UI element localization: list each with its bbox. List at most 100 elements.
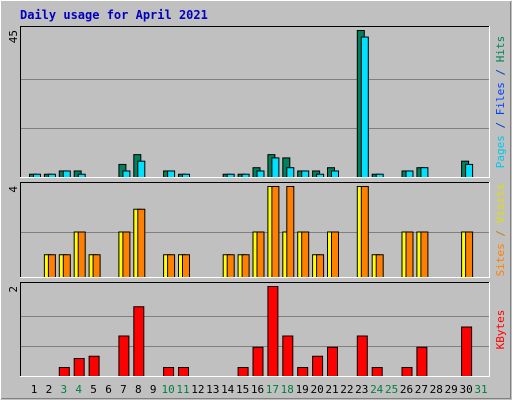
bar (256, 170, 265, 178)
x-tick-label: 5 (90, 383, 97, 396)
y-tick-label: 4 (7, 186, 20, 193)
series-label: Sites / Visits (494, 184, 507, 277)
bar (133, 306, 145, 377)
panel-border-light (20, 182, 490, 278)
x-tick-label: 10 (161, 383, 174, 396)
series-label-part: Hits (494, 36, 507, 63)
bar (122, 231, 131, 278)
bar (77, 231, 86, 278)
x-tick-label: 13 (206, 383, 219, 396)
panel-border-dark (20, 282, 490, 377)
series-label: KBytes (494, 310, 507, 350)
x-tick-label: 29 (445, 383, 458, 396)
bar (416, 346, 428, 377)
series-label-part: / (494, 223, 507, 243)
panel (20, 26, 490, 178)
series-label-part: Visits (494, 184, 507, 224)
bar (420, 231, 429, 278)
bar (92, 254, 101, 278)
bar (286, 186, 295, 278)
x-tick-label: 7 (120, 383, 127, 396)
bar (405, 170, 414, 178)
bar (420, 167, 429, 178)
bar (137, 160, 146, 179)
x-tick-label: 3 (60, 383, 67, 396)
bar (465, 231, 474, 278)
bar (316, 254, 325, 278)
x-tick-label: 17 (266, 383, 279, 396)
x-tick-label: 2 (46, 383, 53, 396)
bar (167, 254, 176, 278)
bar (286, 167, 295, 178)
bar (267, 286, 279, 377)
series-label-part: Sites (494, 243, 507, 276)
x-tick-label: 6 (105, 383, 112, 396)
x-tick-label: 25 (385, 383, 398, 396)
bar (226, 254, 235, 278)
bar (47, 254, 56, 278)
bar (182, 254, 190, 278)
chart-title: Daily usage for April 2021 (20, 8, 208, 22)
bar (327, 346, 338, 377)
x-tick-label: 16 (251, 383, 264, 396)
bar (241, 254, 250, 278)
x-tick-label: 18 (281, 383, 294, 396)
series-label-part: Pages (494, 135, 507, 168)
bar (88, 355, 100, 377)
x-tick-label: 19 (296, 383, 309, 396)
bar (58, 367, 70, 377)
x-tick-label: 15 (236, 383, 249, 396)
bar (465, 163, 474, 179)
x-tick-label: 20 (310, 383, 323, 396)
x-tick-label: 26 (400, 383, 413, 396)
x-tick-label: 14 (221, 383, 235, 396)
bar (237, 367, 249, 377)
bar (167, 170, 176, 178)
y-tick-label: 2 (7, 286, 20, 293)
x-tick-label: 22 (340, 383, 353, 396)
x-tick-label: 31 (474, 383, 487, 396)
series-label-part: KBytes (494, 310, 507, 350)
series-label-part: / (494, 62, 507, 82)
bar (331, 231, 339, 278)
bar (271, 186, 280, 278)
bar (252, 346, 264, 377)
x-tick-label: 21 (325, 383, 338, 396)
bar (73, 358, 85, 377)
bar (301, 231, 310, 278)
series-label-part: Files (494, 82, 507, 115)
bar (178, 367, 189, 377)
y-tick-label: 45 (7, 30, 20, 43)
x-tick-label: 27 (415, 383, 428, 396)
series-label: Pages / Files / Hits (494, 36, 507, 169)
bar (62, 254, 71, 278)
x-tick-label: 11 (176, 383, 189, 396)
x-tick-label: 28 (430, 383, 443, 396)
bar (312, 355, 324, 377)
bar (122, 170, 131, 178)
bar (297, 367, 309, 377)
bar (256, 231, 265, 278)
x-tick-label: 23 (355, 383, 368, 396)
bar (271, 157, 280, 178)
panel-border-dark (20, 26, 490, 178)
bar (371, 367, 383, 377)
bar (360, 186, 369, 278)
x-tick-label: 30 (459, 383, 472, 396)
x-tick-label: 24 (370, 383, 384, 396)
bar (375, 254, 384, 278)
x-tick-label: 9 (150, 383, 157, 396)
panel-border-dark (20, 182, 490, 278)
bar (137, 208, 146, 278)
panel-border-light (20, 26, 490, 178)
bar (331, 170, 339, 178)
bar (163, 367, 175, 377)
bar (301, 170, 310, 178)
panel-border-light (20, 282, 490, 377)
bar (405, 231, 414, 278)
bar (461, 326, 473, 377)
x-tick-label: 1 (31, 383, 38, 396)
